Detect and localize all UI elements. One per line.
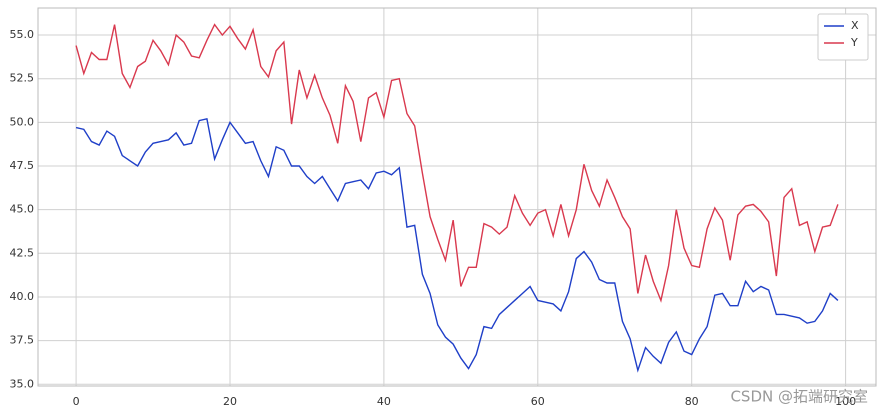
y-tick-label: 35.0 (10, 377, 35, 390)
y-tick-label: 52.5 (10, 72, 35, 85)
y-tick-label: 40.0 (10, 290, 35, 303)
x-tick-label: 60 (531, 395, 545, 408)
x-tick-label: 80 (685, 395, 699, 408)
legend-label: Y (850, 36, 858, 49)
x-tick-label: 40 (377, 395, 391, 408)
y-tick-label: 42.5 (10, 246, 35, 259)
y-tick-label: 45.0 (10, 203, 35, 216)
x-tick-label: 20 (223, 395, 237, 408)
x-tick-label: 0 (73, 395, 80, 408)
legend-label: X (851, 19, 859, 32)
y-tick-label: 55.0 (10, 28, 35, 41)
y-tick-label: 50.0 (10, 115, 35, 128)
line-series (75, 23, 839, 303)
y-tick-label: 47.5 (10, 159, 35, 172)
x-tick-label: 100 (835, 395, 856, 408)
watermark: CSDN @拓端研究室 (730, 388, 868, 406)
y-tick-label: 37.5 (10, 334, 35, 347)
line-series (75, 118, 839, 373)
plot-frame (37, 7, 877, 387)
legend-box (817, 13, 869, 61)
